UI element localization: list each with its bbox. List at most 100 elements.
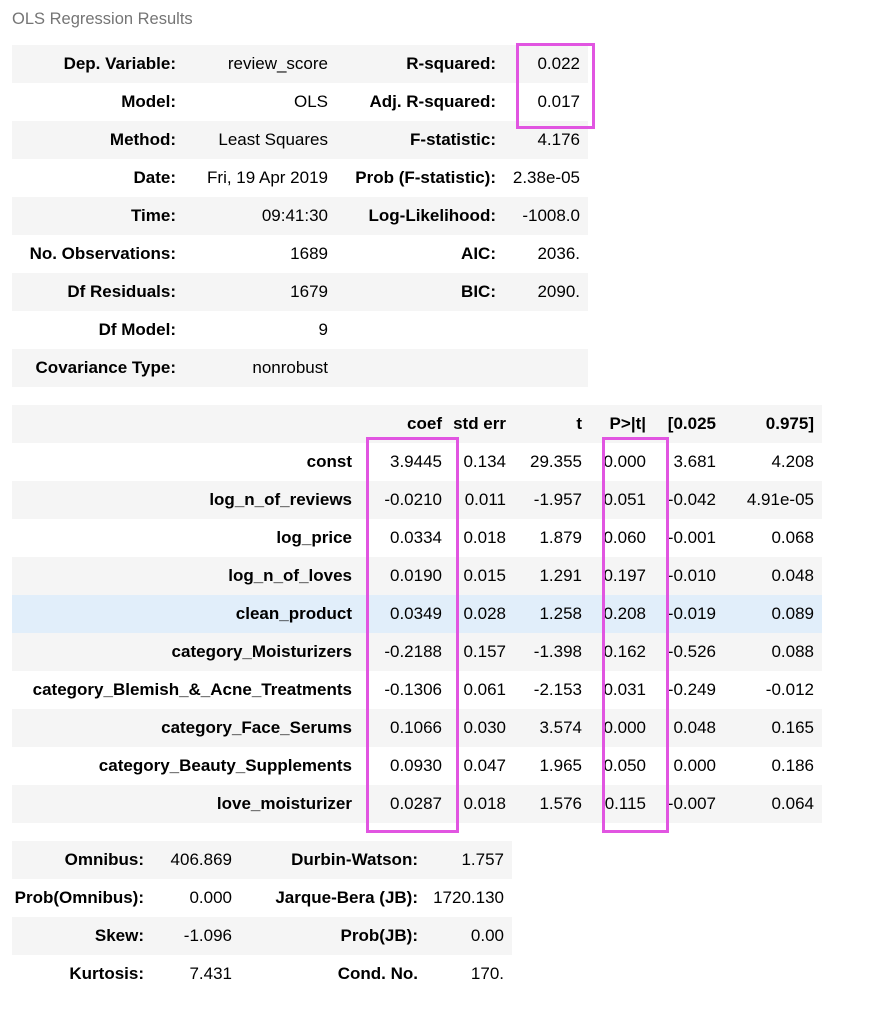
summary-label: Date: — [133, 168, 176, 187]
diagnostics-row: Omnibus: 406.869 Durbin-Watson: 1.757 — [12, 841, 512, 879]
summary-row: Date: Fri, 19 Apr 2019 Prob (F-statistic):… — [12, 159, 588, 197]
summary-row: Df Model: 9 — [12, 311, 588, 349]
diagnostics-label: Skew: — [12, 917, 156, 955]
coef-variable-name: category_Moisturizers — [12, 633, 364, 671]
coef-row: category_Face_Serums 0.1066 0.030 3.574 0.00… — [12, 709, 822, 747]
diagnostics-label: Jarque-Bera (JB): — [275, 888, 418, 907]
coef-value: 0.0287 — [364, 785, 450, 823]
coef-value: 0.030 — [450, 709, 514, 747]
diagnostics-row: Skew: -1.096 Prob(JB): 0.00 — [12, 917, 512, 955]
diagnostics-label: Prob(Omnibus): — [14, 888, 144, 907]
coef-value: 0.018 — [450, 785, 514, 823]
diagnostics-label: Kurtosis: — [69, 964, 144, 983]
diagnostics-label: Prob(JB): — [240, 917, 426, 955]
summary-value: 2090. — [504, 273, 588, 311]
summary-label: Prob (F-statistic): — [355, 168, 496, 187]
coef-value: 0.0190 — [364, 557, 450, 595]
coef-value: 0.186 — [771, 756, 814, 775]
diagnostics-label: Omnibus: — [12, 841, 156, 879]
coef-row: clean_product 0.0349 0.028 1.258 0.208 -0.019… — [12, 595, 822, 633]
diagnostics-value: 406.869 — [156, 841, 240, 879]
summary-value: 9 — [318, 320, 328, 339]
summary-row: Df Residuals: 1679 BIC: 2090. — [12, 273, 588, 311]
diagnostics-value: 0.000 — [189, 888, 232, 907]
diagnostics-value: -1.096 — [156, 917, 240, 955]
summary-label: R-squared: — [336, 45, 504, 83]
summary-value: -1008.0 — [504, 197, 588, 235]
coef-value: 0.018 — [463, 528, 506, 547]
coef-header-row: coef std err t P>|t| [0.025 0.975] — [12, 405, 822, 443]
coef-value: 0.157 — [450, 633, 514, 671]
coef-column-highlight-box — [366, 437, 459, 833]
coef-value: 0.134 — [463, 452, 506, 471]
diagnostics-table: Omnibus: 406.869 Durbin-Watson: 1.757 Prob(O… — [12, 841, 512, 993]
coef-value: 0.060 — [603, 528, 646, 547]
coefficient-table: coef std err t P>|t| [0.025 0.975] const 3.9445… — [12, 405, 822, 823]
summary-row: No. Observations: 1689 AIC: 2036. — [12, 235, 588, 273]
coef-value: -0.1306 — [384, 680, 442, 699]
summary-value: 1679 — [188, 273, 336, 311]
coef-value: 0.162 — [590, 633, 654, 671]
coef-value: 0.0930 — [390, 756, 442, 775]
coef-value: 0.115 — [590, 785, 654, 823]
diagnostics-value: 0.00 — [426, 917, 512, 955]
model-summary-table: Dep. Variable: review_score R-squared: 0.02… — [12, 45, 588, 387]
coef-value: 0.089 — [724, 595, 822, 633]
coef-value: 0.047 — [463, 756, 506, 775]
p-value-column-highlight-box — [602, 437, 669, 833]
coef-column-header: [0.025 — [654, 405, 724, 443]
summary-label: No. Observations: — [29, 244, 176, 263]
diagnostics-row: Kurtosis: 7.431 Cond. No. 170. — [12, 955, 512, 993]
coef-value: 0.048 — [654, 709, 724, 747]
coef-column-header: t — [514, 405, 590, 443]
coef-variable-name: log_price — [276, 528, 352, 547]
coef-value: 1.576 — [514, 785, 590, 823]
coef-column-header: P>|t| — [590, 405, 654, 443]
table-caption: OLS Regression Results — [12, 10, 193, 28]
coef-row: log_price 0.0334 0.018 1.879 0.060 -0.001 0.06… — [12, 519, 822, 557]
coef-value: -0.0210 — [364, 481, 450, 519]
summary-value: Fri, 19 Apr 2019 — [207, 168, 328, 187]
coef-variable-name: const — [306, 452, 352, 471]
diagnostics-value: 7.431 — [189, 964, 232, 983]
coef-value: 0.048 — [724, 557, 822, 595]
diagnostics-label: Cond. No. — [337, 964, 418, 983]
summary-label: Dep. Variable: — [12, 45, 188, 83]
coef-column-header: std err — [450, 405, 514, 443]
coef-column-header — [12, 405, 364, 443]
coef-value: 0.208 — [590, 595, 654, 633]
coef-value: 0.061 — [463, 680, 506, 699]
coef-value: 0.064 — [724, 785, 822, 823]
coef-value: 0.011 — [450, 481, 514, 519]
coef-variable-name: category_Beauty_Supplements — [98, 756, 352, 775]
coef-row: love_moisturizer 0.0287 0.018 1.576 0.115 -0.… — [12, 785, 822, 823]
coef-value: 4.91e-05 — [724, 481, 822, 519]
coef-value: 0.000 — [590, 709, 654, 747]
coef-value: -0.2188 — [364, 633, 450, 671]
summary-label: Log-Likelihood: — [336, 197, 504, 235]
coef-row: log_n_of_reviews -0.0210 0.011 -1.957 0.051-… — [12, 481, 822, 519]
coef-value: 0.0349 — [364, 595, 450, 633]
summary-row: Method: Least Squares F-statistic: 4.176 — [12, 121, 588, 159]
coef-value: 0.050 — [603, 756, 646, 775]
coef-value: 0.015 — [450, 557, 514, 595]
coef-variable-name: log_n_of_loves — [12, 557, 364, 595]
coef-row: const 3.9445 0.134 29.355 0.000 3.681 4.208 — [12, 443, 822, 481]
coef-value: 0.031 — [603, 680, 646, 699]
coef-value: 1.879 — [539, 528, 582, 547]
coef-column-header: 0.975] — [724, 405, 822, 443]
diagnostics-value: 1720.130 — [433, 888, 504, 907]
r-squared-highlight-box — [516, 43, 595, 129]
coef-value: 3.681 — [673, 452, 716, 471]
coef-value: -1.957 — [514, 481, 590, 519]
diagnostics-row: Prob(Omnibus): 0.000 Jarque-Bera (JB): 1720… — [12, 879, 512, 917]
summary-value: 1689 — [290, 244, 328, 263]
coef-value: -0.010 — [654, 557, 724, 595]
coef-value: -0.001 — [667, 528, 716, 547]
coef-value: 0.000 — [673, 756, 716, 775]
coef-variable-name: category_Blemish_&_Acne_Treatments — [32, 680, 352, 699]
coef-row: category_Blemish_&_Acne_Treatments -0.130… — [12, 671, 822, 709]
summary-value: 2036. — [537, 244, 580, 263]
coef-value: 29.355 — [530, 452, 582, 471]
coef-value: -0.012 — [765, 680, 814, 699]
